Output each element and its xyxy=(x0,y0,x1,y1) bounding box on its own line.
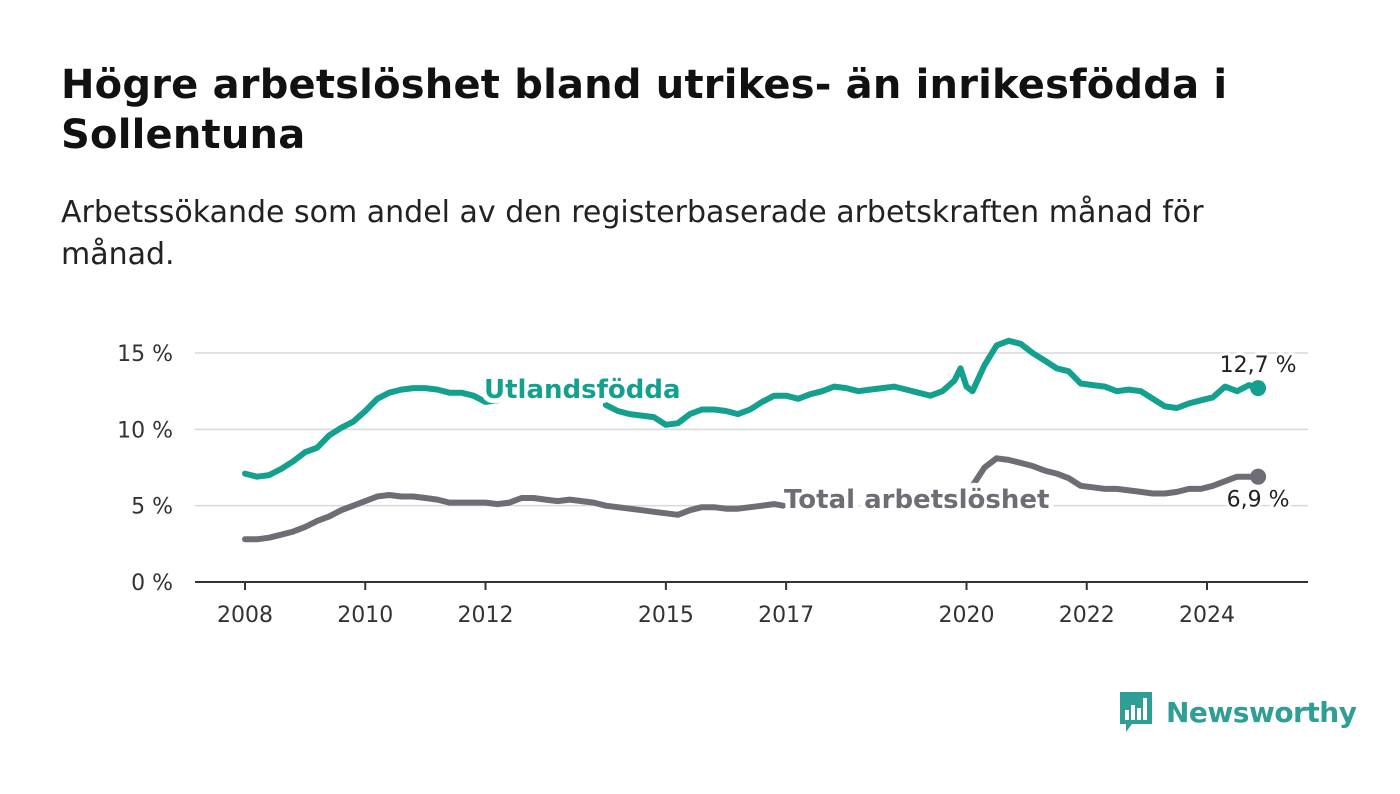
x-tick-label: 2015 xyxy=(638,603,694,628)
x-tick-label: 2008 xyxy=(217,603,273,628)
page-subtitle: Arbetssökande som andel av den registerb… xyxy=(61,195,1204,272)
series-line-utlandsfodda xyxy=(602,337,1262,428)
end-value-label: 12,7 % xyxy=(1220,353,1297,378)
series-name-label: Total arbetslöshet xyxy=(784,485,1049,515)
grid-layer xyxy=(195,352,1308,507)
series-end-marker xyxy=(1250,380,1267,397)
page-title: Högre arbetslöshet bland utrikes- än inr… xyxy=(61,62,1228,158)
x-tick-label: 2010 xyxy=(337,603,393,628)
brand-name: Newsworthy xyxy=(1166,695,1357,729)
series-layer xyxy=(242,337,1267,543)
end-value-label-halo: 12,7 % xyxy=(1220,353,1297,378)
x-tick-label: 2012 xyxy=(458,603,514,628)
series-name-label: Utlandsfödda xyxy=(484,375,681,405)
y-tick-label: 5 % xyxy=(131,495,173,520)
end-value-label-halo: 6,9 % xyxy=(1227,488,1290,513)
series-end-marker xyxy=(1250,468,1267,485)
x-tick-label: 2020 xyxy=(939,603,995,628)
series-name-label-halo: Total arbetslöshet xyxy=(784,485,1049,515)
series-line-total xyxy=(242,492,787,543)
end-value-label: 6,9 % xyxy=(1227,488,1290,513)
axis-layer: 0 % 5 % 10 % 15 % 2008 2010 2012 2015 2017 2020 20… xyxy=(117,342,1308,628)
x-tick-label: 2017 xyxy=(758,603,814,628)
x-tick-label: 2024 xyxy=(1179,603,1235,628)
bar-chart-speech-bubble-icon xyxy=(1120,692,1152,732)
y-tick-label: 0 % xyxy=(131,571,173,596)
series-line-utlandsfodda xyxy=(242,385,501,480)
y-tick-label: 15 % xyxy=(117,342,173,367)
series-name-label-halo: Utlandsfödda xyxy=(484,375,681,405)
series-line-total xyxy=(969,455,1262,497)
y-tick-label: 10 % xyxy=(117,418,173,443)
x-tick-label: 2022 xyxy=(1059,603,1115,628)
newsworthy-logo: Newsworthy xyxy=(1118,690,1357,734)
